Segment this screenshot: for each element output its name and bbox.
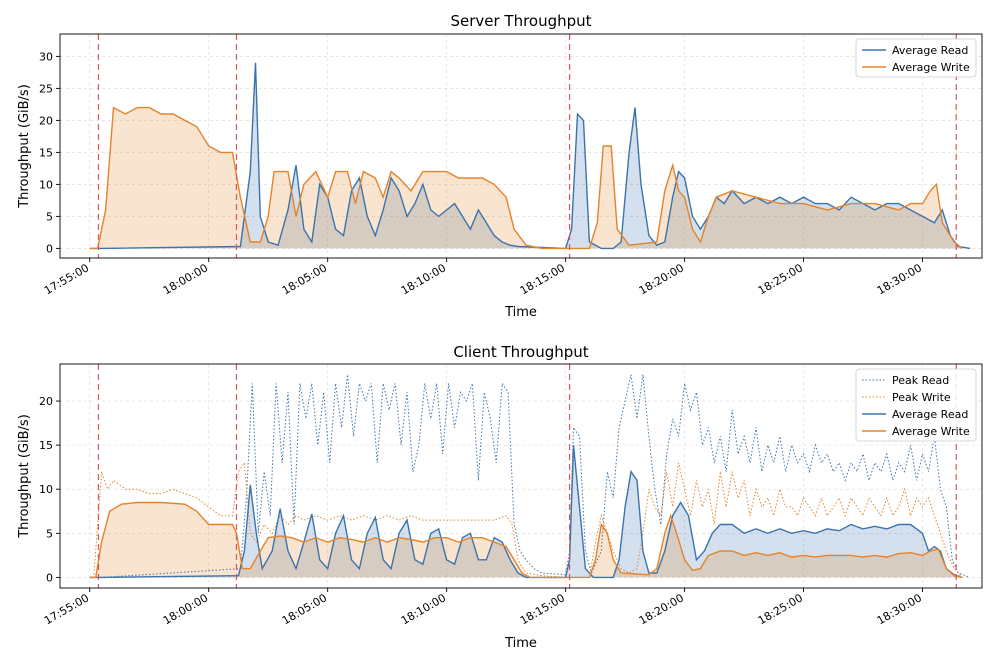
series-fill-average-read <box>89 62 971 249</box>
chart-title: Server Throughput <box>450 12 591 30</box>
axes-frame <box>59 33 983 259</box>
y-tick-label: 10 <box>39 483 53 496</box>
plot-area <box>89 374 971 579</box>
series-line-peak-write <box>89 461 963 578</box>
series-line-average-write <box>89 106 963 250</box>
y-axis-label: Throughput (GiB/s) <box>17 414 32 539</box>
x-tick-label: 18:25:00 <box>756 261 805 297</box>
legend-label: Average Write <box>892 61 970 74</box>
grid <box>60 34 982 258</box>
x-tick-label: 17:55:00 <box>42 261 91 297</box>
y-tick-label: 15 <box>39 146 53 159</box>
series-line-average-write <box>89 501 963 579</box>
y-tick-label: 0 <box>46 571 53 584</box>
legend-label: Average Write <box>892 425 970 438</box>
y-tick-label: 25 <box>39 82 53 95</box>
x-tick-label: 18:25:00 <box>756 591 805 627</box>
legend: Peak Read Peak Write Average Read Average W… <box>855 368 977 442</box>
legend: Average Read Average Write <box>855 38 977 78</box>
legend-label: Average Read <box>892 408 968 421</box>
x-tick-label: 18:30:00 <box>875 261 924 297</box>
x-tick-label: 17:55:00 <box>42 591 91 627</box>
legend-label: Average Read <box>892 44 968 57</box>
y-tick-label: 5 <box>46 210 53 223</box>
y-axis-label: Throughput (GiB/s) <box>17 84 32 209</box>
legend-box <box>855 368 977 442</box>
x-tick-label: 18:00:00 <box>161 591 210 627</box>
series-fill-average-write <box>89 502 963 578</box>
x-tick-label: 18:00:00 <box>161 261 210 297</box>
series-fill-average-read <box>89 445 963 578</box>
legend-label: Peak Write <box>892 391 951 404</box>
y-tick-label: 10 <box>39 178 53 191</box>
x-axis-label: Time <box>504 305 537 320</box>
legend-label: Peak Read <box>892 374 949 387</box>
x-tick-label: 18:15:00 <box>518 591 567 627</box>
x-tick-label: 18:20:00 <box>637 591 686 627</box>
x-tick-label: 18:15:00 <box>518 261 567 297</box>
x-tick-label: 18:10:00 <box>399 261 448 297</box>
axes-frame <box>59 363 983 589</box>
y-tick-label: 30 <box>39 50 53 63</box>
series-line-average-read <box>89 445 963 579</box>
series-line-average-read <box>89 62 971 250</box>
x-tick-label: 18:05:00 <box>280 591 329 627</box>
x-axis-label: Time <box>504 636 537 651</box>
chart-title: Client Throughput <box>453 343 588 361</box>
x-tick-label: 18:10:00 <box>399 591 448 627</box>
plot-area <box>89 62 971 250</box>
y-tick-label: 0 <box>46 242 53 255</box>
y-tick-label: 20 <box>39 395 53 408</box>
y-tick-label: 5 <box>46 527 53 540</box>
chart-panel-1: 0 5 10 15 20 25 30 17:55:00 18:00:00 18:05:00 18:1… <box>17 12 983 320</box>
y-tick-label: 15 <box>39 439 53 452</box>
x-tick-label: 18:20:00 <box>637 261 686 297</box>
x-tick-label: 18:30:00 <box>875 591 924 627</box>
series-fill-average-write <box>89 107 963 249</box>
x-tick-label: 18:05:00 <box>280 261 329 297</box>
y-tick-label: 20 <box>39 114 53 127</box>
series-line-peak-read <box>89 374 971 578</box>
chart-panel-2: 0 5 10 15 20 17:55:00 18:00:00 18:05:00 18:10:00… <box>17 343 983 651</box>
